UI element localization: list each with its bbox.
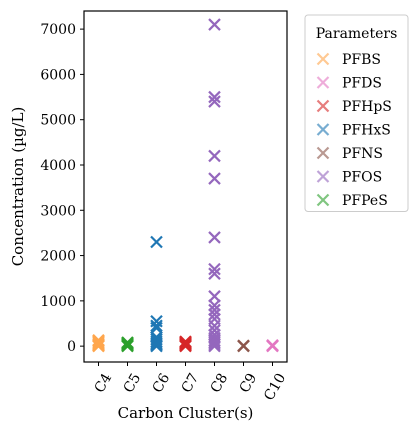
legend-item: PFHpS [316, 99, 392, 115]
data-point [208, 324, 221, 337]
data-point [208, 290, 221, 303]
legend-marker [316, 170, 330, 183]
legend-marker [316, 123, 330, 136]
x-tick-label: C5 [121, 371, 145, 396]
y-tick-label: 5000 [40, 113, 76, 129]
data-point [208, 95, 221, 108]
legend-label: PFDS [342, 76, 382, 92]
x-tick-label: C10 [261, 371, 289, 404]
legend-marker [316, 76, 330, 89]
legend: Parameters PFBS PFDS PFHpS PFHxS PFNS PFOS PFP… [304, 14, 409, 212]
data-point [208, 328, 221, 342]
legend-label: PFBS [342, 52, 381, 68]
data-point [237, 339, 250, 352]
data-point [150, 235, 163, 249]
legend-item: PFDS [316, 76, 382, 92]
data-point [208, 149, 221, 163]
legend-item: PFHxS [316, 123, 391, 139]
data-point [266, 338, 279, 352]
legend-label: PFOS [342, 170, 382, 186]
data-point [150, 335, 163, 348]
data-point [208, 262, 221, 276]
data-point [150, 330, 163, 344]
x-tick-label: C7 [179, 371, 203, 396]
y-tick-label: 0 [67, 339, 76, 355]
legend-item: PFNS [316, 146, 383, 162]
data-point [208, 312, 221, 326]
data-point [150, 319, 163, 333]
legend-label: PFHxS [342, 123, 391, 139]
y-tick-label: 6000 [40, 67, 76, 83]
data-points [92, 18, 279, 353]
data-point [150, 314, 163, 328]
legend-label: PFPeS [342, 193, 388, 209]
x-tick-label: C4 [92, 371, 116, 396]
x-axis-label: Carbon Cluster(s) [118, 404, 254, 422]
y-axis: 0 1000 2000 3000 4000 5000 6000 7000 [40, 22, 84, 355]
data-point [208, 90, 221, 104]
data-point [208, 267, 221, 280]
legend-item: PFOS [316, 170, 382, 186]
legend-marker [316, 52, 330, 66]
data-point [92, 333, 105, 347]
data-point [150, 333, 163, 346]
x-tick-label: C8 [208, 371, 232, 396]
data-point [208, 231, 221, 244]
x-tick-label: C6 [150, 371, 174, 396]
legend-item: PFBS [316, 52, 381, 68]
data-point [208, 172, 221, 185]
data-point [208, 308, 221, 321]
legend-marker [316, 193, 330, 207]
y-tick-label: 1000 [40, 294, 76, 310]
y-tick-label: 3000 [40, 203, 76, 219]
legend-label: PFNS [342, 146, 383, 162]
data-point [208, 18, 221, 31]
legend-label: PFHpS [342, 99, 392, 115]
y-tick-label: 7000 [40, 22, 76, 38]
legend-box [304, 14, 409, 212]
y-tick-label: 2000 [40, 249, 76, 265]
data-point [208, 299, 221, 312]
data-point [179, 335, 192, 348]
legend-marker [316, 146, 330, 160]
y-tick-label: 4000 [40, 158, 76, 174]
legend-marker [316, 99, 330, 113]
y-axis-label: Concentration (µg/L) [9, 107, 27, 267]
data-point [121, 336, 134, 349]
x-tick-label: C9 [237, 371, 261, 396]
legend-item: PFPeS [316, 193, 388, 209]
legend-title: Parameters [316, 26, 398, 42]
data-point [208, 303, 221, 317]
plot-frame [83, 10, 288, 363]
x-axis: C4 C5 C6 C7 C8 C9 C10 [92, 362, 289, 404]
